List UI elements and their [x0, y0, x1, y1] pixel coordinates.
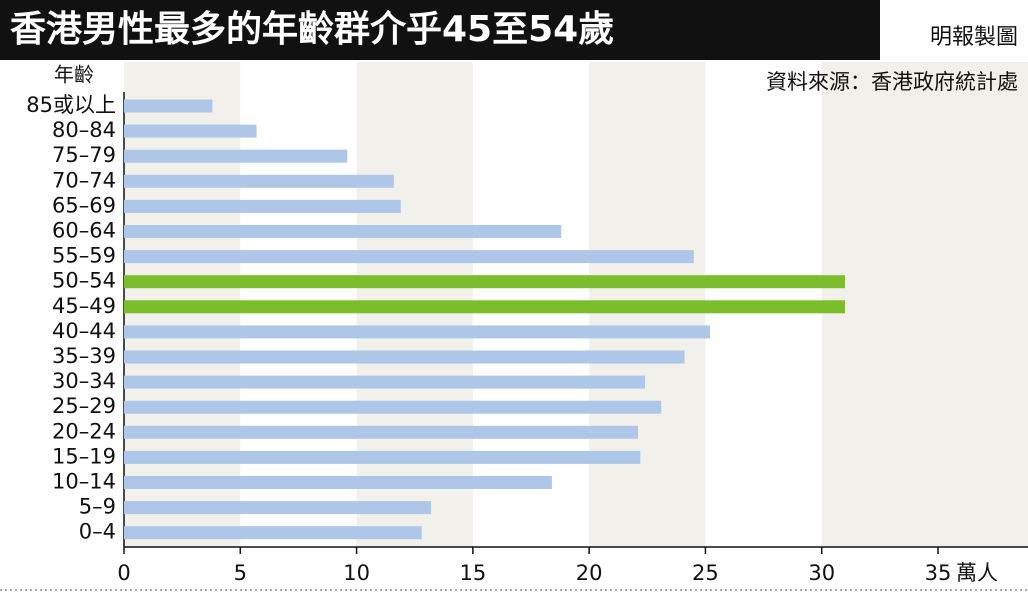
bar — [124, 400, 662, 414]
bar — [124, 99, 213, 113]
x-tick-label: 15 — [459, 561, 486, 585]
x-tick-label: 20 — [576, 561, 603, 585]
bar — [124, 124, 257, 138]
y-tick-label: 80–84 — [52, 118, 116, 142]
x-tick-label: 25 — [692, 561, 719, 585]
bar — [124, 275, 845, 289]
y-tick-label: 70–74 — [52, 168, 116, 192]
y-tick-label: 35–39 — [52, 344, 116, 368]
bar — [124, 325, 711, 339]
bar — [124, 350, 685, 364]
bar — [124, 526, 422, 540]
y-axis-label: 年齡 — [54, 63, 94, 87]
y-tick-label: 45–49 — [52, 294, 116, 318]
x-tick-label: 10 — [343, 561, 370, 585]
credit: 明報製圖 — [930, 25, 1018, 50]
source: 資料來源：香港政府統計處 — [766, 70, 1018, 94]
stripe — [938, 62, 1028, 547]
bar — [124, 425, 638, 439]
y-tick-label: 25–29 — [52, 394, 116, 418]
y-tick-label: 40–44 — [52, 319, 116, 343]
y-tick-label: 20–24 — [52, 419, 116, 443]
bar — [124, 300, 845, 314]
y-tick-label: 30–34 — [52, 369, 116, 393]
bar — [124, 375, 645, 389]
y-tick-label: 10–14 — [52, 470, 116, 494]
bar — [124, 501, 431, 515]
bar — [124, 450, 641, 464]
y-tick-label: 60–64 — [52, 219, 116, 243]
chart-title: 香港男性最多的年齡群介乎45至54歲 — [10, 9, 614, 50]
y-tick-label: 0–4 — [79, 520, 116, 544]
bar — [124, 199, 401, 213]
y-tick-label: 15–19 — [52, 444, 116, 468]
bar — [124, 149, 348, 163]
y-tick-label: 50–54 — [52, 269, 116, 293]
title-bar — [0, 0, 880, 60]
x-tick-label: 35 — [925, 561, 952, 585]
bar — [124, 250, 694, 264]
x-tick-label: 5 — [234, 561, 247, 585]
y-tick-label: 65–69 — [52, 193, 116, 217]
bar — [124, 476, 552, 489]
bar — [124, 225, 562, 238]
y-tick-label: 85或以上 — [26, 93, 116, 117]
bar — [124, 174, 394, 188]
y-tick-label: 55–59 — [52, 244, 116, 268]
y-tick-label: 75–79 — [52, 143, 116, 167]
x-unit: 萬人 — [956, 561, 998, 585]
x-tick-label: 30 — [808, 561, 835, 585]
x-tick-label: 0 — [117, 561, 130, 585]
y-tick-label: 5–9 — [79, 495, 116, 519]
